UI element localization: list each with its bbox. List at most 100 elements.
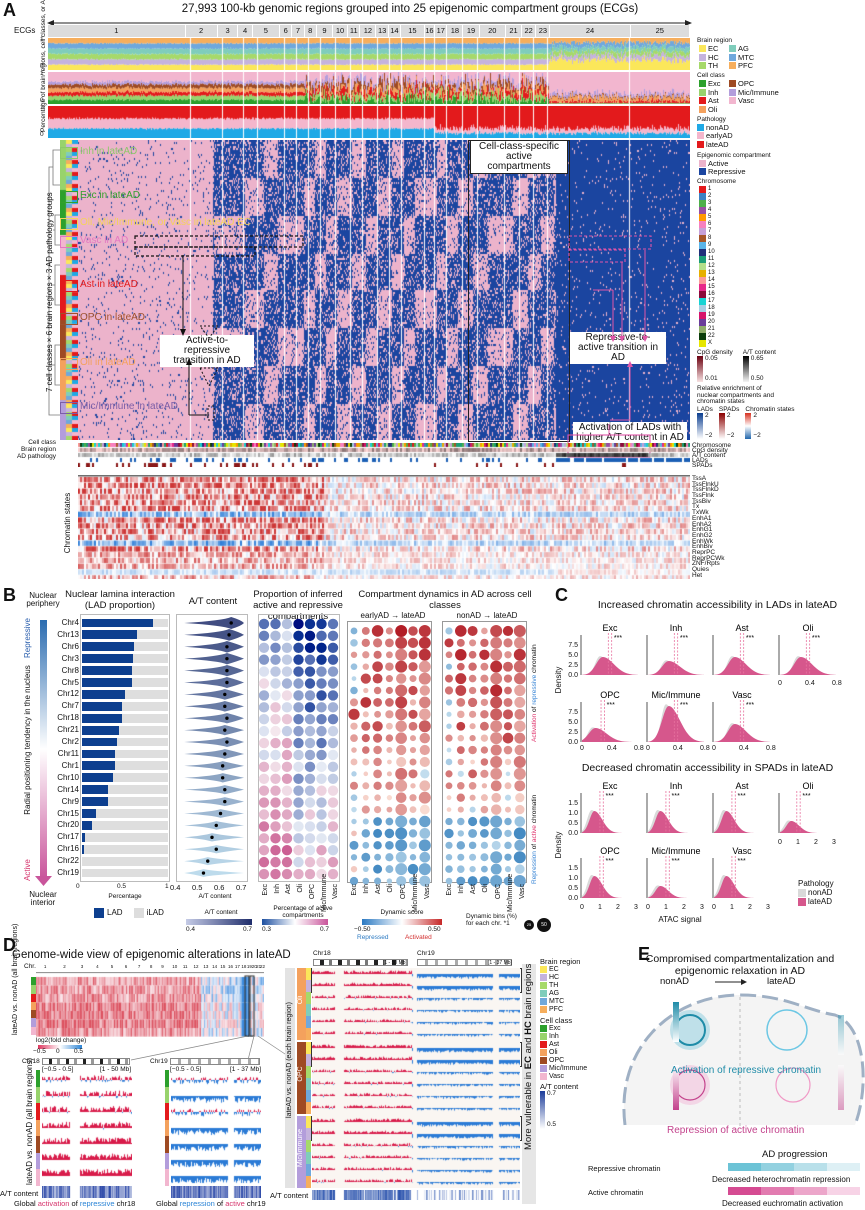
at-violin <box>184 677 244 688</box>
dynamic-dot <box>373 697 383 707</box>
legend-label: Exc <box>549 1024 561 1032</box>
proportion-plot-frame <box>258 614 340 882</box>
legend-label: 21 <box>708 326 715 332</box>
significance-marker: *** <box>614 635 622 642</box>
dyn-bin-size-25: 25 <box>524 920 534 930</box>
at-violin <box>184 628 244 641</box>
proportion-dot <box>304 797 316 808</box>
d-at-max: 0.7 <box>547 1089 557 1097</box>
ecg-label-19: 19 <box>463 25 480 37</box>
density-xtick: 0 <box>712 745 716 752</box>
b-chr-label: Chr8 <box>61 665 79 675</box>
proportion-dot <box>281 773 293 784</box>
density-ytick: 0.0 <box>568 895 578 902</box>
legend-swatch <box>699 192 706 200</box>
dyn-max: 0.50 <box>428 926 441 933</box>
b-chr-label: Chr15 <box>57 808 79 818</box>
proportion-dot <box>281 690 293 701</box>
proportion-dot <box>327 737 339 749</box>
chromatin-state-label: EnhA1 <box>692 514 712 522</box>
legend-item: earlyAD <box>697 131 862 141</box>
facet-title: Mic/Immune <box>651 846 700 856</box>
dyn-bins-title: Dynamic bins (%) for each chr. *1 <box>466 913 517 927</box>
dynamic-dot <box>351 676 357 681</box>
dynamic-dot <box>350 627 358 635</box>
legend-label: Oli <box>708 104 718 114</box>
dynamic-dot <box>480 769 489 778</box>
d-legend-at-colorbar <box>540 1090 545 1129</box>
dynamic-dot <box>490 875 503 888</box>
cell-class-xlabel: Ast <box>470 884 478 895</box>
dynamic-dot <box>457 806 464 813</box>
dynamic-dot <box>373 650 382 659</box>
proportion-dot <box>258 725 270 737</box>
chr19-scale: [−0.5 - 0.5] <box>170 1066 202 1073</box>
dynamic-dot <box>513 637 526 649</box>
legend-label: earlyAD <box>706 131 733 141</box>
e-decreased-eu: Decreased euchromatin activation <box>722 1199 843 1208</box>
chromatin-state-label: ReprPCWk <box>692 554 725 562</box>
lad-bar <box>82 678 132 687</box>
dynamic-dot <box>457 758 465 766</box>
dynamic-dot <box>504 829 512 838</box>
dynamic-dot <box>446 723 452 729</box>
chromatin-state-label: TxWk <box>692 509 709 517</box>
dynamic-dot <box>504 651 512 659</box>
dynamic-dot <box>504 794 512 801</box>
chr18-label-d2: Chr18 <box>313 950 331 957</box>
legend-cpg-title: CpG density <box>697 348 733 356</box>
legend-swatch <box>540 1032 547 1040</box>
facet-title: Vasc <box>732 846 752 856</box>
cell-class-xlabel: Oli <box>387 884 395 893</box>
proportion-dot <box>281 833 293 844</box>
latead-legend-label: lateAD <box>808 897 833 906</box>
dynamic-dot <box>395 624 408 637</box>
proportion-dot <box>258 773 270 784</box>
dynamic-dot <box>350 794 358 802</box>
lads-colorbar <box>697 413 703 439</box>
dynamic-dot <box>372 721 383 732</box>
legend-swatch <box>540 982 547 989</box>
nuclear-interior-label: Nuclear interior <box>29 890 57 908</box>
ecg-label-8: 8 <box>304 25 317 37</box>
proportion-dot <box>258 666 270 677</box>
legend-label: TH <box>708 61 718 71</box>
dynamic-dot <box>490 684 503 697</box>
dynamic-dot <box>490 696 503 709</box>
dynamic-dot <box>418 672 431 685</box>
proportion-dot <box>258 761 270 773</box>
density-ytick: 0.0 <box>568 672 578 679</box>
dynamic-dot <box>457 710 465 719</box>
dynamic-dot <box>373 781 382 790</box>
chromatin-state-label: EnhWk <box>692 537 713 545</box>
proportion-dot <box>293 690 304 701</box>
legend-label: 6 <box>708 221 712 227</box>
dynamic-dot <box>395 696 408 709</box>
legend-label: 22 <box>708 333 715 339</box>
legend-label: lateAD <box>706 139 729 149</box>
dynamic-dot <box>456 841 466 850</box>
d-region-strip <box>306 1004 311 1016</box>
legend-item: Mic/Immune <box>540 1064 600 1072</box>
dynamics-sub-non: nonAD → lateAD <box>456 611 518 620</box>
chromatin-state-labels: TssA TssFlnkU TssFlnkD TssFlnk TssBiv Tx TxWk E… <box>692 475 772 578</box>
ecg-label-14: 14 <box>388 25 402 37</box>
ilad-bar <box>82 844 168 854</box>
legend-label: 2 <box>708 193 712 199</box>
dynamic-dot <box>490 804 502 815</box>
row-annotation-strips <box>60 140 78 440</box>
proportion-dot <box>281 666 293 677</box>
b-chr-label: Chr20 <box>57 820 79 830</box>
track-label: LADs <box>692 457 708 464</box>
ilad-bar <box>82 737 168 747</box>
dynamic-dot <box>479 876 490 887</box>
dynamic-dot <box>361 734 370 743</box>
at-min: 0.50 <box>750 374 764 382</box>
density-xtick: 2 <box>682 904 686 911</box>
lad-bar <box>82 820 93 830</box>
legend-item: PFC <box>540 1006 600 1014</box>
legend-swatch <box>699 220 706 228</box>
chr19-ideogram <box>170 1058 260 1065</box>
proportion-dot <box>258 678 270 689</box>
density-ytick: 7.5 <box>568 709 578 716</box>
